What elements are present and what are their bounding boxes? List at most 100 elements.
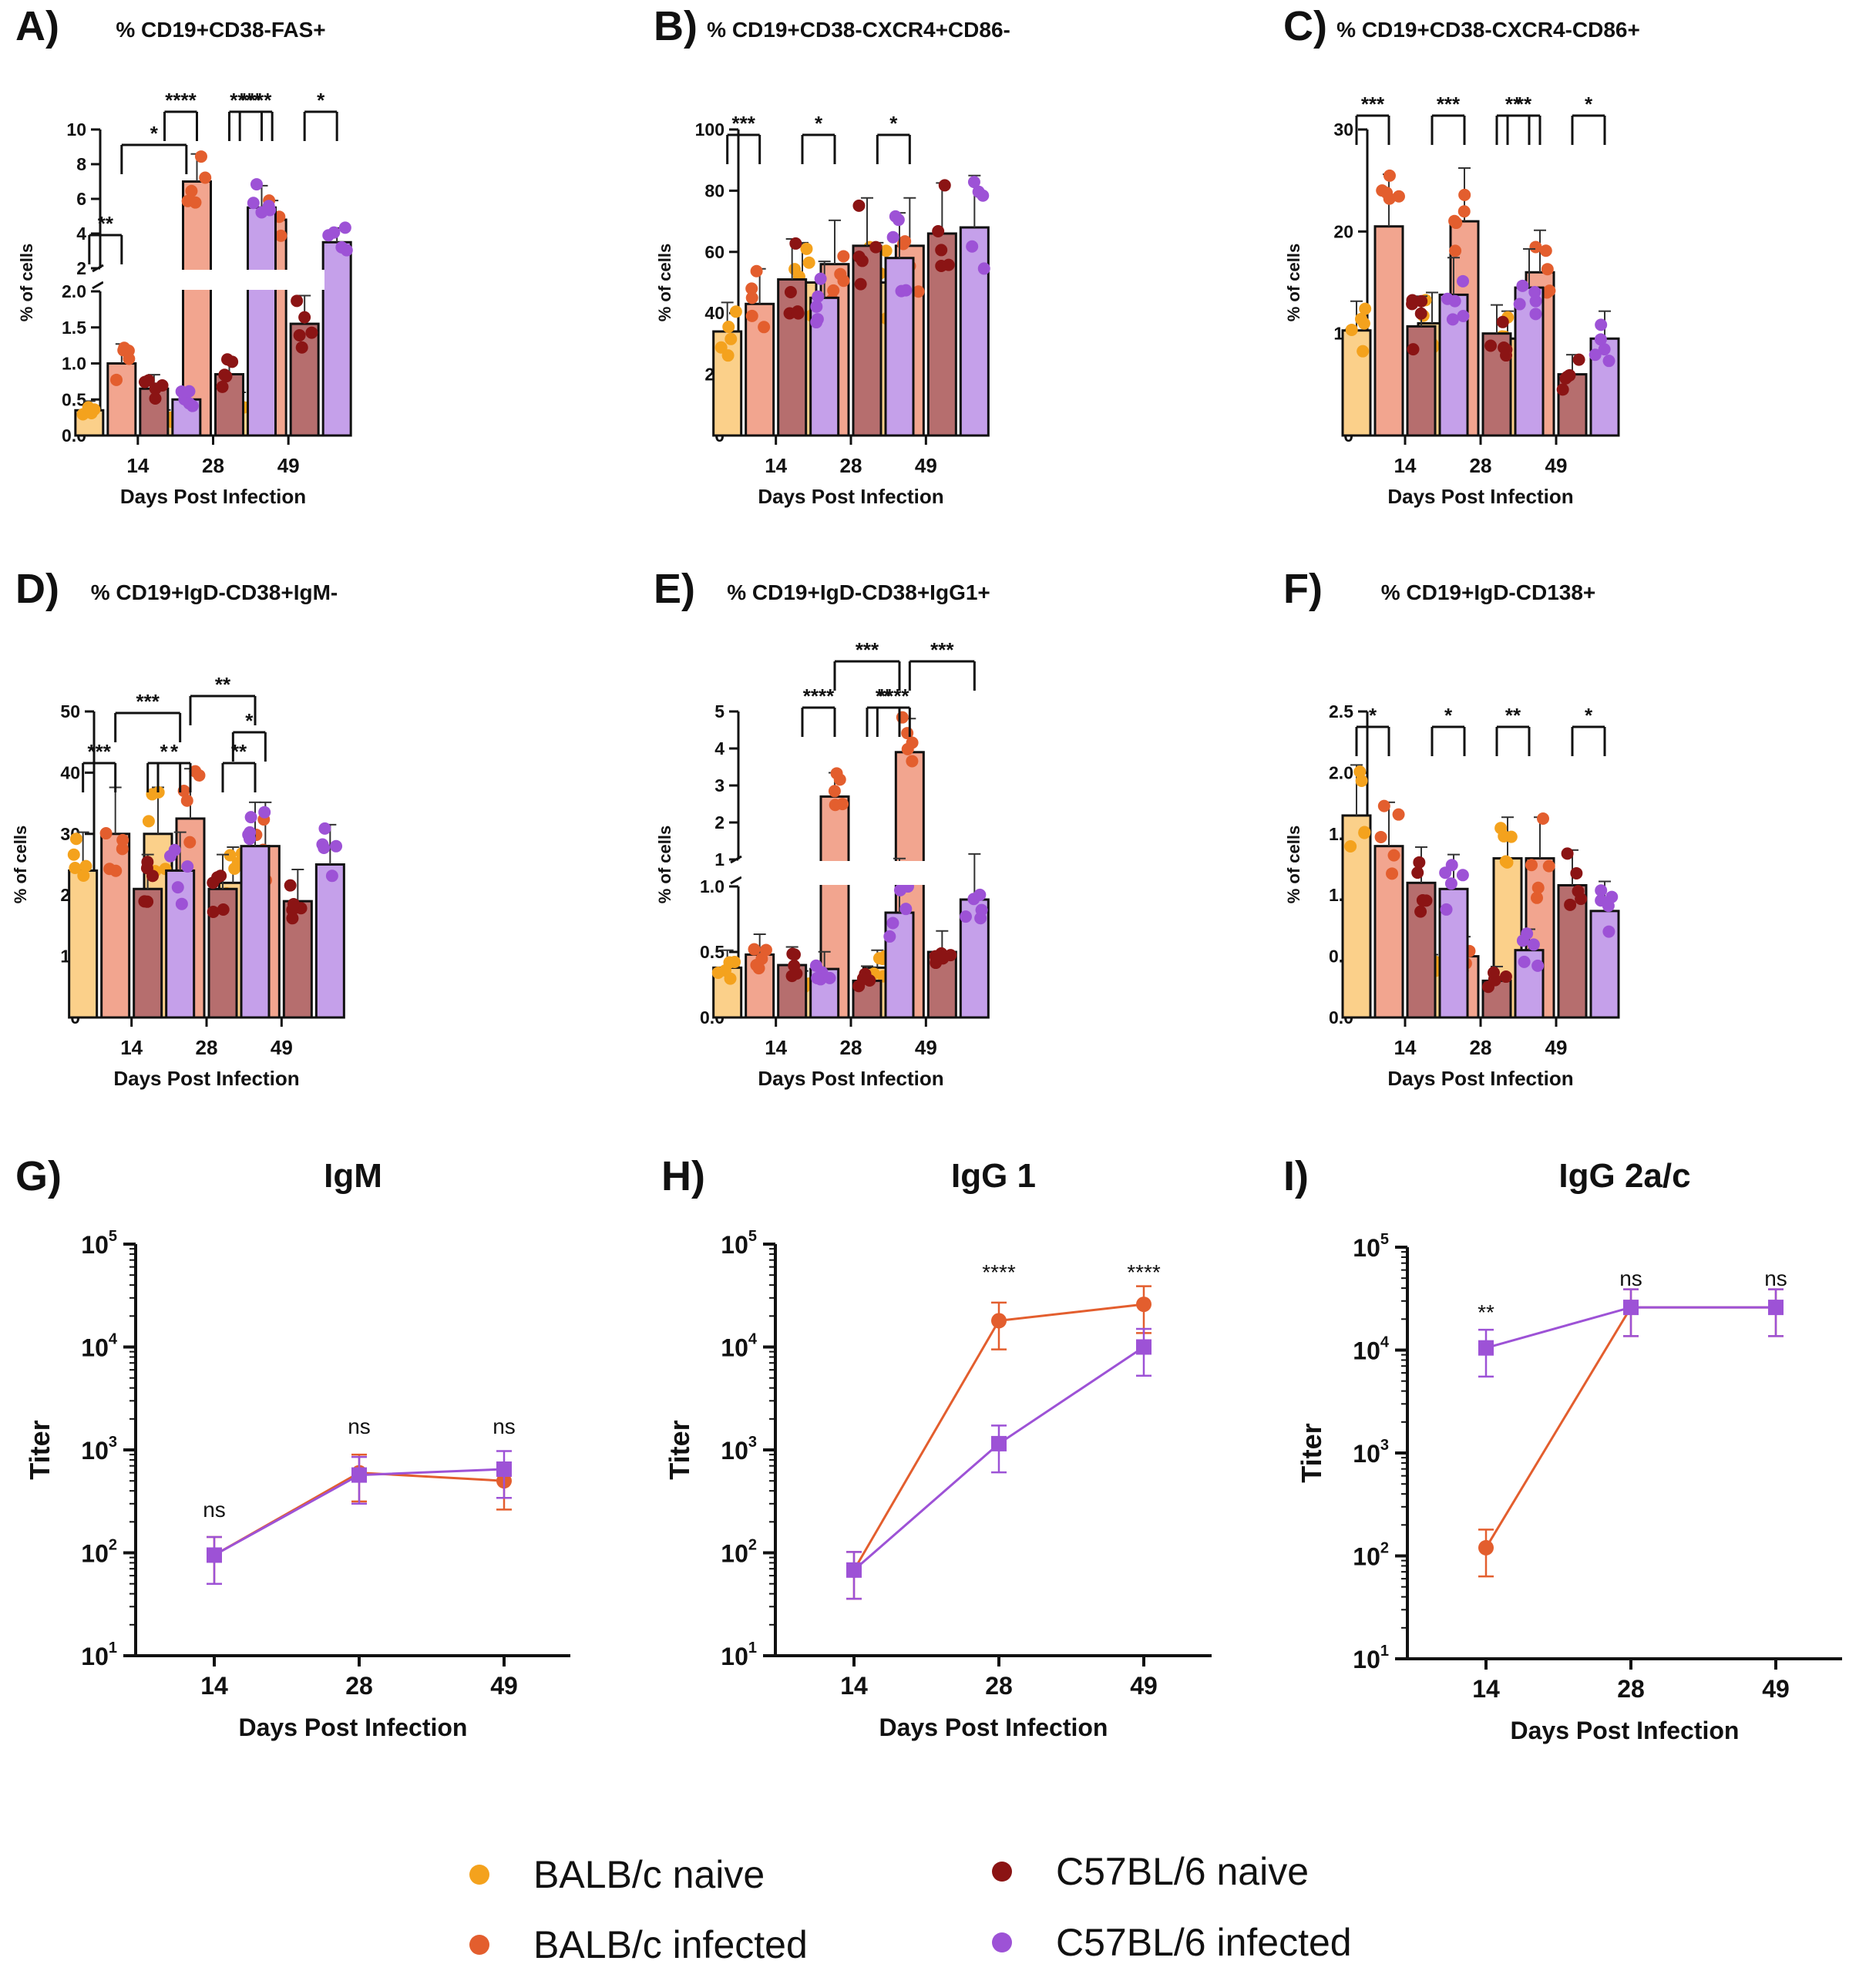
data-point [181, 860, 194, 873]
significance-bracket: ** [189, 673, 257, 725]
data-point [1527, 938, 1540, 951]
data-point [977, 262, 990, 275]
data-point [828, 785, 841, 798]
data-point [274, 229, 287, 242]
y-tick-exponent: 5 [109, 1228, 117, 1245]
y-tick-base: 10 [81, 1334, 109, 1362]
data-point [991, 1313, 1007, 1329]
data-point [729, 305, 742, 318]
panel-label: D) [15, 566, 59, 612]
data-point [893, 883, 906, 896]
y-tick-label: 102 [1353, 1540, 1389, 1571]
data-point [171, 881, 184, 894]
y-tick-exponent: 3 [748, 1434, 757, 1451]
data-point [972, 185, 985, 198]
data-point [1498, 829, 1511, 843]
data-point [1359, 302, 1372, 315]
bar-panel-c: C) % CD19+CD38-CXCR4-CD86+ % of cells Days … [1283, 3, 1640, 508]
y-tick-exponent: 2 [109, 1537, 117, 1554]
data-point [1446, 313, 1459, 326]
significance-label: **** [1127, 1260, 1161, 1284]
data-point [1374, 830, 1387, 843]
x-tick-label: 14 [1394, 1036, 1417, 1059]
data-point [721, 349, 735, 362]
panel-label: C) [1283, 3, 1327, 49]
y-tick-base: 10 [1353, 1543, 1380, 1571]
data-point [185, 184, 198, 197]
data-point [1499, 970, 1512, 984]
bar [1406, 325, 1437, 437]
data-point [1556, 383, 1569, 396]
data-point [183, 836, 197, 849]
significance-label: ** [215, 673, 231, 696]
data-point [1595, 318, 1608, 331]
data-point [175, 897, 188, 910]
data-point [1602, 355, 1615, 368]
significance-label: ns [203, 1498, 226, 1522]
panel-title: % CD19+IgD-CD38+IgG1+ [727, 580, 990, 604]
data-point [1386, 867, 1399, 880]
significance-bracket: * [1571, 704, 1606, 756]
data-point [1411, 866, 1424, 880]
significance-bracket: * [156, 740, 192, 792]
y-tick-label: 100 [695, 119, 725, 140]
data-point [935, 244, 948, 257]
significance-label: * [1585, 92, 1593, 116]
axis-break-mark [730, 876, 742, 885]
data-point [1528, 286, 1541, 299]
data-point [496, 1461, 512, 1477]
bar [1373, 225, 1404, 437]
y-axis-title: Titer [664, 1420, 695, 1479]
x-axis-title: Days Post Infection [758, 485, 943, 508]
y-axis-title: Titer [24, 1420, 55, 1479]
x-tick-label: 28 [840, 454, 862, 477]
data-point [886, 230, 899, 244]
bar [884, 257, 915, 437]
data-point [211, 871, 224, 884]
y-tick-label: 102 [721, 1537, 757, 1568]
panel-title: IgM [324, 1157, 382, 1195]
data-point [724, 972, 737, 985]
y-tick-label: 1.0 [62, 354, 86, 374]
y-tick-exponent: 5 [1380, 1231, 1389, 1248]
x-tick-label: 49 [915, 454, 937, 477]
data-point [901, 742, 914, 755]
bar [852, 244, 883, 437]
x-tick-label: 28 [202, 454, 224, 477]
data-point [932, 224, 945, 237]
data-point [852, 251, 866, 264]
data-point [1496, 315, 1509, 328]
data-point [1415, 294, 1428, 308]
y-tick-exponent: 5 [748, 1228, 757, 1245]
y-tick-label: 0.5 [700, 942, 725, 962]
data-point [834, 267, 847, 281]
legend-marker [469, 1865, 489, 1885]
legend-label: BALB/c naive [533, 1853, 765, 1896]
data-point [67, 848, 80, 861]
x-tick-label: 14 [126, 454, 149, 477]
y-tick-base: 10 [81, 1437, 109, 1465]
significance-bracket: **** [801, 684, 836, 737]
y-axis-title: Titer [1296, 1423, 1327, 1482]
data-point [1457, 310, 1470, 323]
y-tick-label: 40 [60, 762, 80, 782]
data-point [118, 341, 131, 355]
significance-label: *** [930, 638, 954, 661]
panel-title: % CD19+CD38-CXCR4-CD86+ [1336, 18, 1640, 42]
significance-bracket: ** [1506, 92, 1541, 145]
data-point [123, 352, 136, 365]
data-point [1136, 1339, 1151, 1355]
bar [247, 206, 277, 437]
data-point [351, 1467, 367, 1483]
y-tick-exponent: 2 [1380, 1540, 1389, 1557]
significance-label: ns [1619, 1266, 1642, 1290]
significance-label: * [1444, 704, 1453, 727]
panel-label: F) [1283, 566, 1323, 612]
data-point [725, 332, 738, 345]
significance-label: * [317, 89, 325, 112]
data-point [1413, 856, 1426, 869]
data-point [1456, 869, 1469, 882]
y-tick-base: 10 [1353, 1337, 1380, 1365]
y-axis-title: % of cells [1284, 244, 1303, 321]
y-tick-label: 101 [81, 1640, 117, 1670]
